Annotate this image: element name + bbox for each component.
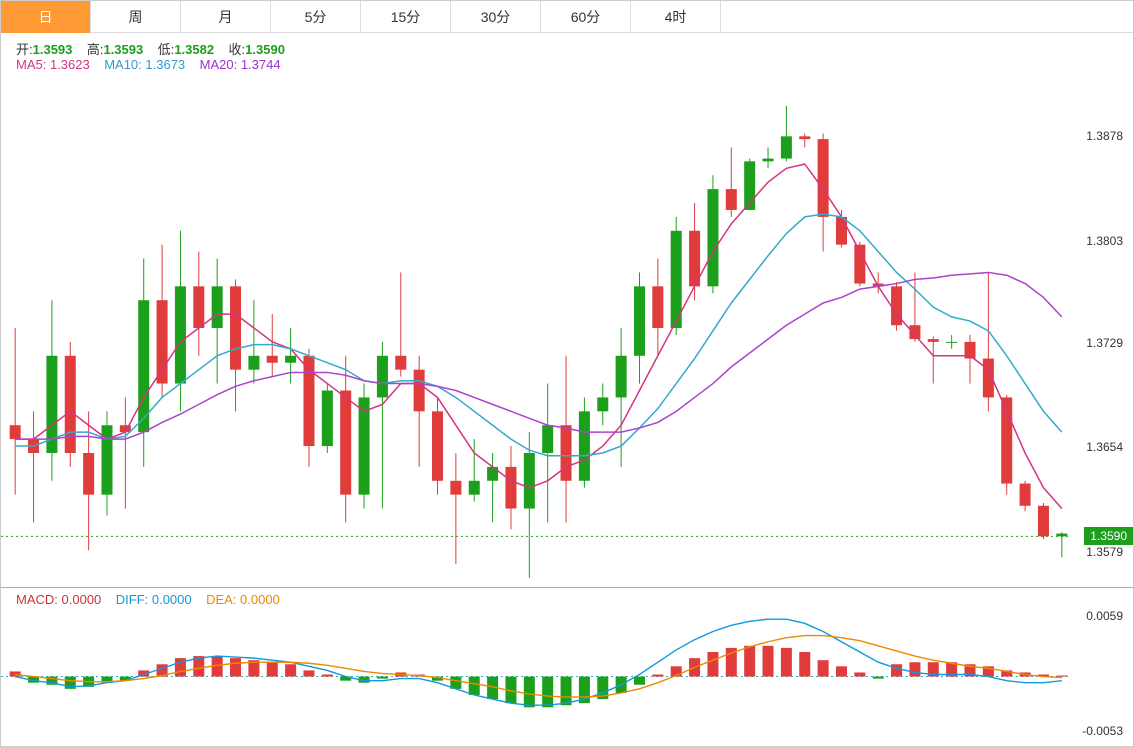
tab-60分[interactable]: 60分	[541, 1, 631, 33]
price-y-axis: 1.3878 1.3803 1.3729 1.3654 1.35791.3590	[1073, 33, 1133, 587]
timeframe-tabs: 日周月5分15分30分60分4时	[1, 1, 1133, 33]
tab-月[interactable]: 月	[181, 1, 271, 33]
y-tick: 1.3654	[1086, 440, 1123, 454]
y-tick: 1.3579	[1086, 545, 1123, 559]
y-tick: 1.3729	[1086, 336, 1123, 350]
macd-panel: MACD: 0.0000 DIFF: 0.0000 DEA: 0.0000 0.…	[1, 588, 1133, 746]
macd-chart[interactable]	[1, 588, 1071, 746]
y-tick: 1.3878	[1086, 129, 1123, 143]
tab-5分[interactable]: 5分	[271, 1, 361, 33]
macd-y-tick: 0.0059	[1086, 609, 1123, 623]
tab-15分[interactable]: 15分	[361, 1, 451, 33]
chart-container: 日周月5分15分30分60分4时 开:1.3593 高:1.3593 低:1.3…	[0, 0, 1134, 747]
tab-4时[interactable]: 4时	[631, 1, 721, 33]
main-chart-panel: 开:1.3593 高:1.3593 低:1.3582 收:1.3590 MA5:…	[1, 33, 1133, 588]
tab-30分[interactable]: 30分	[451, 1, 541, 33]
tab-周[interactable]: 周	[91, 1, 181, 33]
tab-日[interactable]: 日	[1, 1, 91, 33]
current-price-badge: 1.3590	[1084, 527, 1133, 545]
candlestick-chart[interactable]	[1, 33, 1071, 588]
y-tick: 1.3803	[1086, 234, 1123, 248]
macd-y-tick: -0.0053	[1082, 724, 1123, 738]
